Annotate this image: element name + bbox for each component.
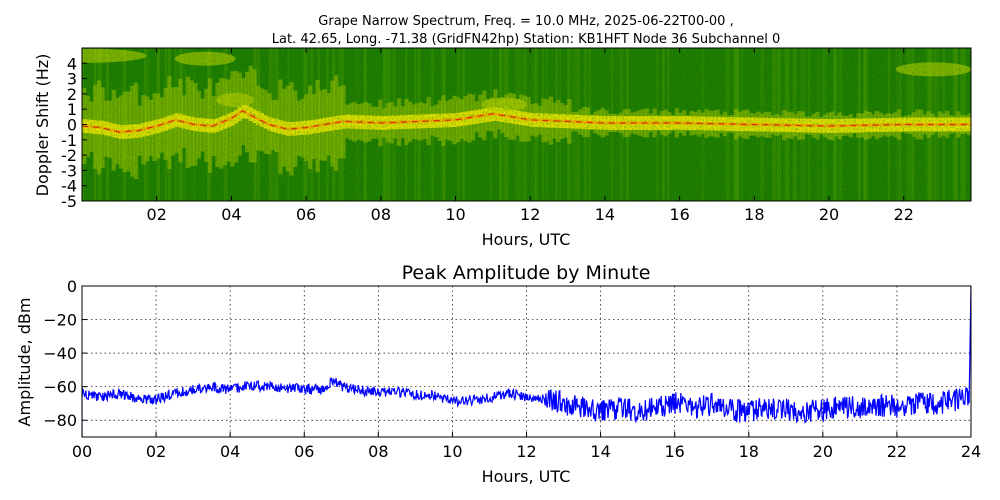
figure-title-line1: Grape Narrow Spectrum, Freq. = 10.0 MHz,…	[318, 14, 733, 29]
spectrogram-x-tick-label: 18	[744, 205, 764, 224]
amplitude-x-tick-label: 24	[961, 442, 981, 461]
amplitude-y-tick-label: −60	[43, 378, 77, 397]
spectrogram-y-tick-label: -5	[61, 192, 77, 211]
amplitude-x-tick-label: 00	[72, 442, 92, 461]
amplitude-title: Peak Amplitude by Minute	[402, 262, 651, 284]
spectrogram-x-tick-label: 12	[520, 205, 540, 224]
amplitude-y-tick-label: −20	[43, 311, 77, 330]
spectrogram-y-tick-label: 4	[67, 54, 77, 73]
amplitude-x-tick-label: 18	[739, 442, 759, 461]
spectrogram-y-label: Doppler Shift (Hz)	[33, 54, 52, 197]
amplitude-y-tick-label: 0	[67, 277, 77, 296]
spectrogram-x-tick-label: 14	[595, 205, 615, 224]
spectrogram-x-axis: 02 04 06 08 10 12 14 16 18 20 22	[147, 48, 914, 224]
spectrogram-x-tick-label: 04	[221, 205, 241, 224]
amplitude-x-tick-label: 10	[442, 442, 462, 461]
amplitude-x-tick-label: 16	[664, 442, 684, 461]
amplitude-series-layer	[82, 286, 971, 437]
amplitude-x-tick-label: 06	[294, 442, 314, 461]
spectrogram-x-label: Hours, UTC	[482, 230, 571, 249]
amplitude-x-tick-label: 20	[813, 442, 833, 461]
amplitude-x-tick-label: 22	[887, 442, 907, 461]
amplitude-y-axis: 0 −20 −40 −60 −80	[43, 277, 87, 430]
spectrogram-y-tick-label: -1	[61, 131, 77, 150]
amplitude-x-tick-label: 08	[368, 442, 388, 461]
amplitude-background	[82, 286, 971, 437]
amplitude-x-tick-label: 04	[220, 442, 240, 461]
amplitude-x-tick-label: 14	[590, 442, 610, 461]
spectrogram-x-tick-label: 22	[894, 205, 914, 224]
spectrogram-x-tick-label: 20	[819, 205, 839, 224]
spectrogram-y-tick-label: -3	[61, 161, 77, 180]
amplitude-x-tick-label: 12	[516, 442, 536, 461]
spectrogram-y-tick-label: 0	[67, 116, 77, 135]
spectrogram-x-tick-label: 02	[147, 205, 167, 224]
spectrogram-x-tick-label: 10	[445, 205, 465, 224]
spectrogram-x-tick-label: 06	[296, 205, 316, 224]
figure-title-line2: Lat. 42.65, Long. -71.38 (GridFN42hp) St…	[272, 32, 780, 47]
spectrogram-y-tick-label: 3	[67, 70, 77, 89]
amplitude-y-tick-label: −80	[43, 411, 77, 430]
amplitude-y-label: Amplitude, dBm	[15, 298, 34, 427]
spectrogram-x-tick-label: 16	[669, 205, 689, 224]
spectrogram-y-tick-label: -2	[61, 146, 77, 165]
amplitude-panel: Peak Amplitude by Minute 00 02 04 06 08 10 12 1…	[15, 262, 981, 486]
amplitude-x-axis: 00 02 04 06 08 10 12 14 16 18 20 22 24	[72, 432, 981, 461]
spectrogram-y-tick-label: 2	[67, 85, 77, 104]
amplitude-series-line	[82, 286, 971, 437]
amplitude-x-tick-label: 02	[146, 442, 166, 461]
amplitude-x-label: Hours, UTC	[482, 467, 571, 486]
spectrogram-grain	[82, 48, 971, 201]
amplitude-y-tick-label: −40	[43, 344, 77, 363]
spectrogram-x-tick-label: 08	[371, 205, 391, 224]
spectrogram-y-tick-label: 1	[67, 100, 77, 119]
spectrogram-y-tick-label: -4	[61, 177, 77, 196]
